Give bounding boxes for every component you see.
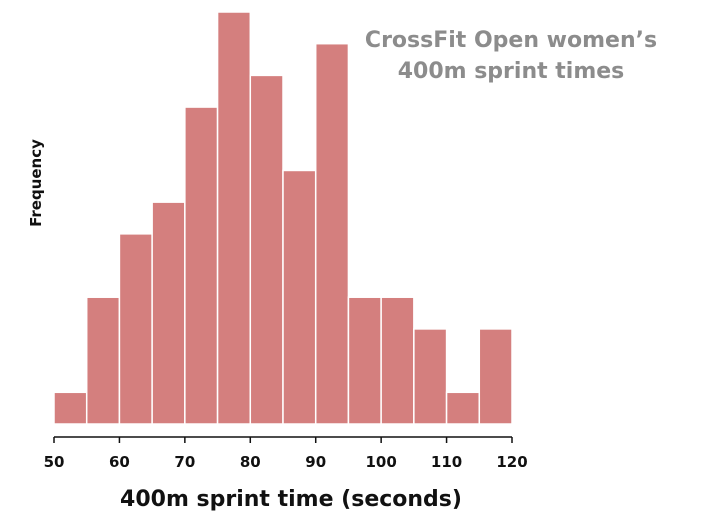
histogram-bar-85-90 (282, 169, 317, 425)
x-tick-label-90: 90 (305, 453, 326, 471)
histogram-bar-65-70 (151, 201, 186, 425)
x-tick-label-70: 70 (174, 453, 195, 471)
y-axis-title: Frequency (27, 139, 45, 227)
x-axis-title: 400m sprint time (seconds) (120, 487, 462, 512)
x-tick-label-50: 50 (44, 453, 65, 471)
histogram-bar-115-120 (478, 328, 513, 425)
histogram-bar-50-55 (53, 391, 88, 425)
x-tick-label-110: 110 (431, 453, 462, 471)
histogram-bar-55-60 (85, 296, 121, 425)
histogram-bar-90-95 (314, 42, 350, 425)
histogram-bar-95-100 (347, 296, 382, 425)
x-tick-label-80: 80 (240, 453, 261, 471)
chart-title-line-1: CrossFit Open women’s (365, 28, 657, 53)
histogram-bar-105-110 (413, 328, 448, 425)
histogram-bar-70-75 (184, 106, 219, 425)
x-tick-label-100: 100 (365, 453, 396, 471)
histogram-bar-80-85 (249, 74, 284, 425)
histogram-bar-75-80 (216, 11, 252, 425)
x-axis-ticks: 50 60 70 80 90 100 110 120 (44, 437, 528, 471)
histogram-bar-110-115 (445, 391, 481, 425)
x-tick-label-60: 60 (109, 453, 130, 471)
histogram-bar-100-105 (380, 296, 415, 425)
chart-title-line-2: 400m sprint times (398, 59, 625, 84)
histogram-bars (53, 11, 513, 425)
histogram-bar-60-65 (118, 233, 153, 425)
x-tick-label-120: 120 (496, 453, 527, 471)
